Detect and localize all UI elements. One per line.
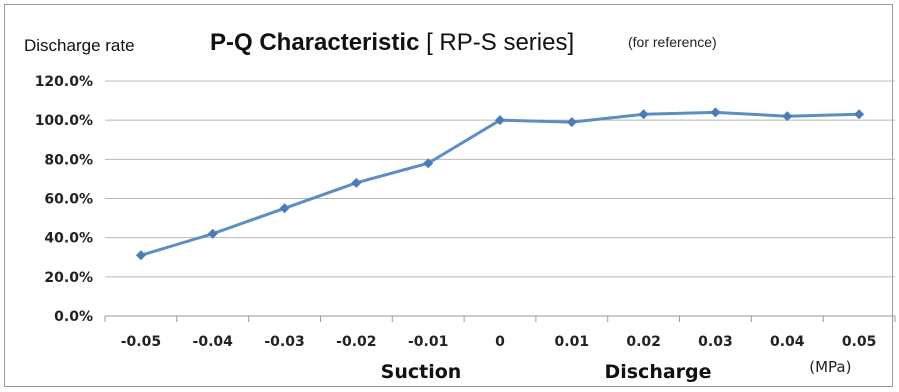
x-tick-label: 0.03 [698, 334, 733, 350]
y-tick-label: 40.0% [44, 231, 93, 247]
data-point [710, 107, 721, 118]
x-tick-label: 0 [495, 334, 505, 350]
y-tick-label: 0.0% [54, 309, 93, 325]
chart-title: P-Q Characteristic [ RP-S series] [210, 29, 574, 57]
data-point [495, 115, 505, 126]
y-tick-label: 120.0% [35, 74, 93, 90]
x-tick-label: 0.05 [842, 334, 877, 350]
chart-title-main: P-Q Characteristic [210, 29, 420, 56]
x-tick-label: 0.02 [626, 334, 661, 350]
y-axis-label: Discharge rate [24, 36, 135, 55]
y-tick-label: 80.0% [44, 152, 93, 168]
data-point [207, 228, 218, 239]
x-tick-label: -0.03 [264, 334, 304, 350]
series-line [140, 110, 860, 257]
x-tick-label: -0.01 [408, 334, 448, 350]
data-point [279, 203, 290, 214]
data-point [782, 111, 793, 122]
data-point [566, 117, 577, 128]
y-tick-label: 100.0% [35, 113, 93, 129]
data-point [854, 109, 865, 120]
x-tick-label: -0.05 [121, 334, 161, 350]
x-section-label-suction: Suction [381, 361, 462, 383]
chart-note: (for reference) [628, 34, 717, 50]
data-point [638, 109, 649, 120]
x-tick-label: -0.04 [193, 334, 234, 350]
x-section-label-discharge: Discharge [604, 361, 711, 383]
chart-frame [4, 4, 893, 387]
y-tick-label: 60.0% [44, 192, 93, 208]
y-tick-label: 20.0% [44, 270, 93, 286]
x-tick-label: -0.02 [336, 334, 376, 350]
data-point [351, 177, 362, 188]
data-point [135, 250, 146, 261]
x-axis-unit: (MPa) [809, 358, 851, 376]
chart-title-suffix: [ RP-S series] [426, 29, 575, 56]
x-tick-label: 0.01 [555, 334, 590, 350]
x-tick-label: 0.04 [770, 334, 805, 350]
data-point [423, 158, 434, 169]
